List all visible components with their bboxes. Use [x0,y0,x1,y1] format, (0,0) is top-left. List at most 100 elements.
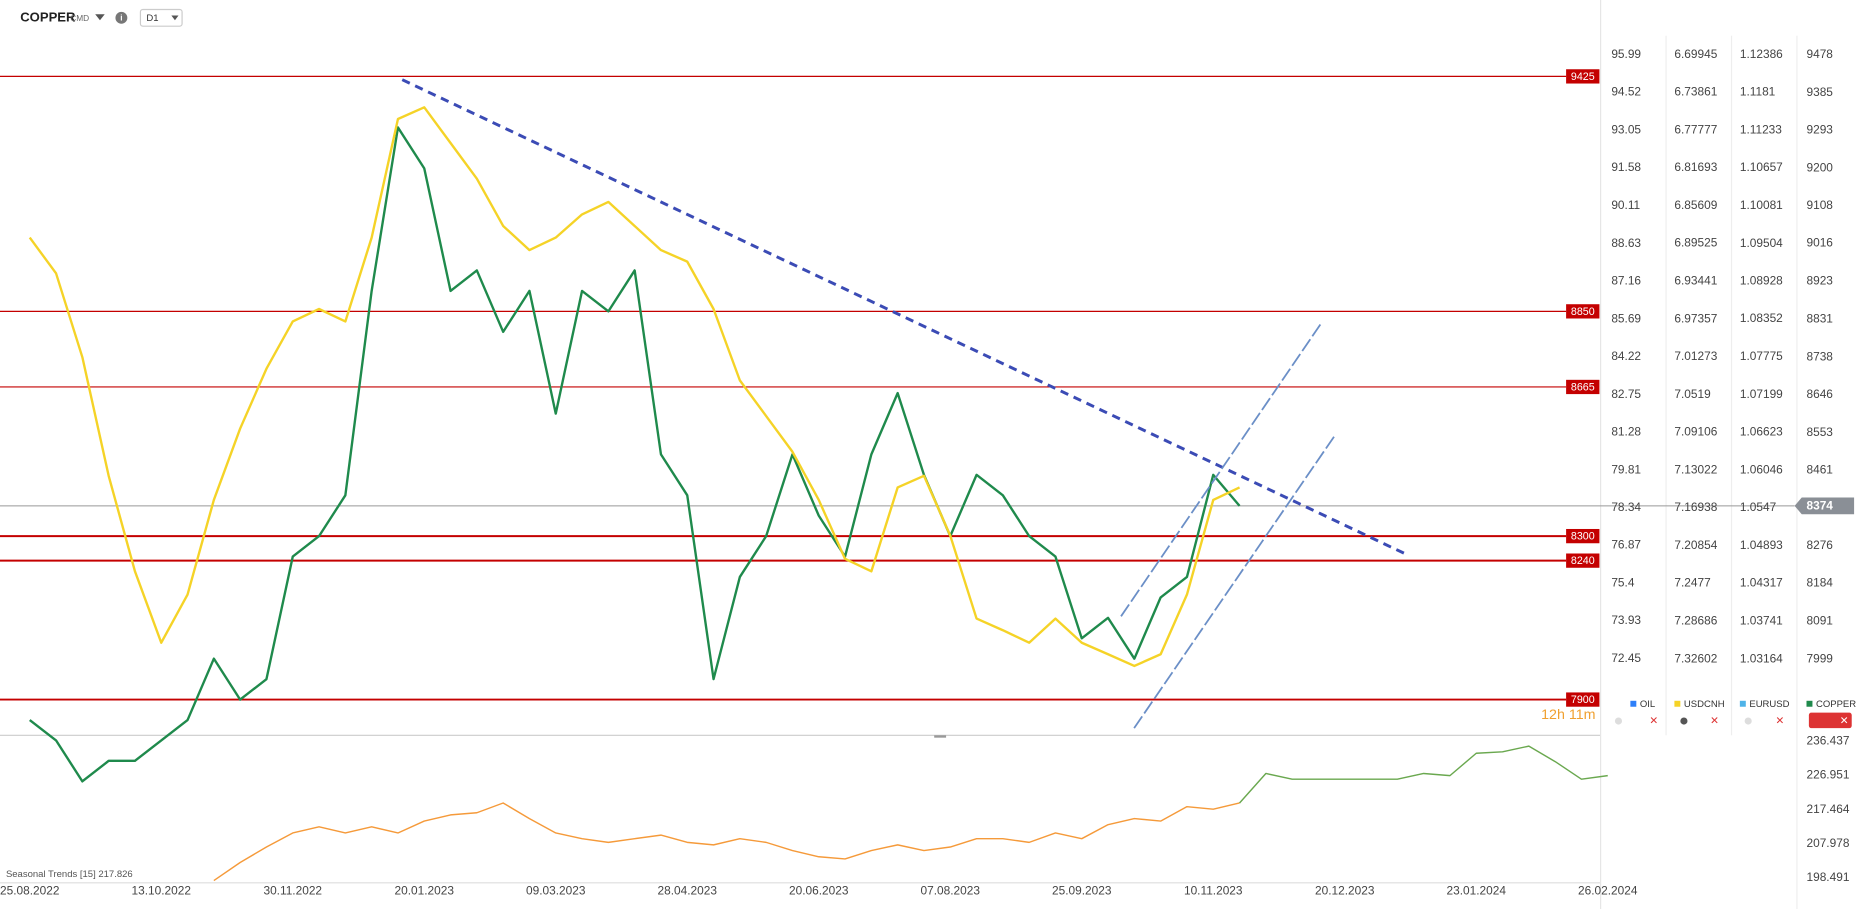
axis-tick-label: 1.04893 [1740,538,1783,552]
legend-label: COPPER [1816,699,1856,710]
remove-icon[interactable]: ✕ [1710,715,1719,727]
copper-tick-label: 8831 [1806,311,1833,325]
instrument-name[interactable]: COPPER [20,9,76,24]
channel-line[interactable] [1120,323,1322,617]
axis-tick-label: 1.08928 [1740,274,1783,288]
usdcnh-tick-label: 6.69945 [1674,47,1717,61]
indicator-label: Seasonal Trends [15] 217.826 [6,869,133,880]
date-label: 28.04.2023 [658,883,718,897]
legend-controls: ✕ ✕ ✕ ✕ [1614,712,1852,729]
axis-tick-label: 93.05 [1611,122,1641,136]
usdcnh-tick-label: 7.01273 [1674,349,1717,363]
current-price: 8374 [1806,499,1833,513]
date-label: 13.10.2022 [132,883,191,897]
timeframe-arrow [171,15,179,21]
axis-tick-label: 79.81 [1611,462,1641,476]
series-line [28,106,1241,668]
level-badge [1566,553,1600,568]
date-label: 23.01.2024 [1447,883,1507,897]
date-label: 20.01.2023 [395,883,455,897]
level-badge [1566,528,1600,544]
usdcnh-tick-label: 7.0519 [1674,387,1711,401]
legend-swatch [1674,700,1681,707]
level-label: 8665 [1571,381,1595,393]
axis-tick-label: 94.52 [1611,85,1641,99]
axis-tick-label: 1.04317 [1740,576,1783,590]
copper-tick-label: 9016 [1806,236,1833,250]
legend-swatch [1806,700,1813,707]
info-glyph: i [120,13,122,23]
current-price-badge [1794,497,1855,515]
axis-tick-label: 73.93 [1611,613,1641,627]
remove-icon[interactable]: ✕ [1649,715,1658,727]
date-label: 09.03.2023 [526,883,586,897]
copper-tick-label: 9108 [1806,198,1833,212]
copper-tick-label: 8738 [1806,349,1833,363]
axis-tick-label: 1.06623 [1740,425,1783,439]
axis-tick-label: 78.34 [1611,500,1641,514]
timeframe-box[interactable] [139,8,183,27]
legend-label: USDCNH [1684,699,1725,710]
usdcnh-tick-label: 6.97357 [1674,311,1717,325]
level-label: 9425 [1571,71,1595,83]
eye-icon[interactable] [1744,717,1752,725]
copper-tick-label: 8091 [1806,614,1833,628]
series-line [213,802,1240,882]
usdcnh-tick-label: 6.77777 [1674,122,1717,136]
axis-tick-label: 85.69 [1611,311,1641,325]
indicator-tick-label: 236.437 [1806,733,1849,747]
copper-tick-label: 8553 [1806,425,1833,439]
usdcnh-tick-label: 7.2477 [1674,576,1710,590]
copper-tick-label: 8646 [1806,387,1833,401]
axis-tick-label: 1.10657 [1740,160,1783,174]
remove-icon[interactable]: ✕ [1776,715,1785,727]
level-label: 8850 [1571,306,1595,318]
axis-tick-label: 1.09504 [1740,236,1783,250]
copper-controls[interactable] [1808,712,1852,729]
copper-tick-label: 9478 [1806,47,1833,61]
copper-tick-label: 7999 [1806,651,1833,665]
series-line [29,126,1241,783]
date-label: 26.02.2024 [1578,883,1638,897]
axis-tick-label: 1.07775 [1740,349,1783,363]
axis-tick-label: 75.4 [1611,575,1635,589]
copper-tick-label: 9385 [1806,85,1833,99]
channel-line[interactable] [1133,436,1335,729]
legend-label: EURUSD [1749,699,1789,710]
axis-tick-label: 1.03164 [1740,651,1783,665]
dropdown-arrow[interactable] [95,14,105,21]
eye-icon[interactable] [1680,717,1688,725]
usdcnh-tick-label: 7.20854 [1674,538,1717,552]
date-label: 30.11.2022 [263,883,322,897]
usdcnh-tick-label: 7.13022 [1674,462,1717,476]
level-label: 7900 [1571,694,1595,706]
axis-tick-label: 1.12386 [1740,47,1783,61]
level-label: 8240 [1571,555,1595,567]
copper-tick-label: 9200 [1806,160,1833,174]
date-label: 25.09.2023 [1052,883,1112,897]
axis-tick-label: 72.45 [1611,651,1641,665]
indicator-tick-label: 217.464 [1806,802,1849,816]
axis-tick-label: 76.87 [1611,538,1641,552]
level-badge [1566,304,1600,319]
indicator-tick-label: 198.491 [1806,870,1849,884]
date-label: 10.11.2023 [1184,883,1243,897]
level-badge [1566,69,1600,84]
remove-icon[interactable]: ✕ [1840,715,1849,727]
info-icon[interactable] [115,11,128,24]
usdcnh-tick-label: 7.32602 [1674,651,1717,665]
usdcnh-tick-label: 6.85609 [1674,198,1717,212]
copper-tick-label: 9293 [1806,122,1833,136]
eye-icon[interactable] [1614,717,1623,725]
axis-tick-label: 1.08352 [1740,311,1783,325]
copper-tick-label: 8184 [1806,576,1833,590]
axis-tick-label: 1.11233 [1740,122,1782,136]
axis-tick-label: 82.75 [1611,387,1641,401]
axis-tick-label: 95.99 [1611,47,1641,61]
date-label: 07.08.2023 [921,883,981,897]
axis-tick-label: 87.16 [1611,274,1641,288]
instrument-class: CMD [70,13,89,23]
legend-swatch [1630,700,1637,707]
